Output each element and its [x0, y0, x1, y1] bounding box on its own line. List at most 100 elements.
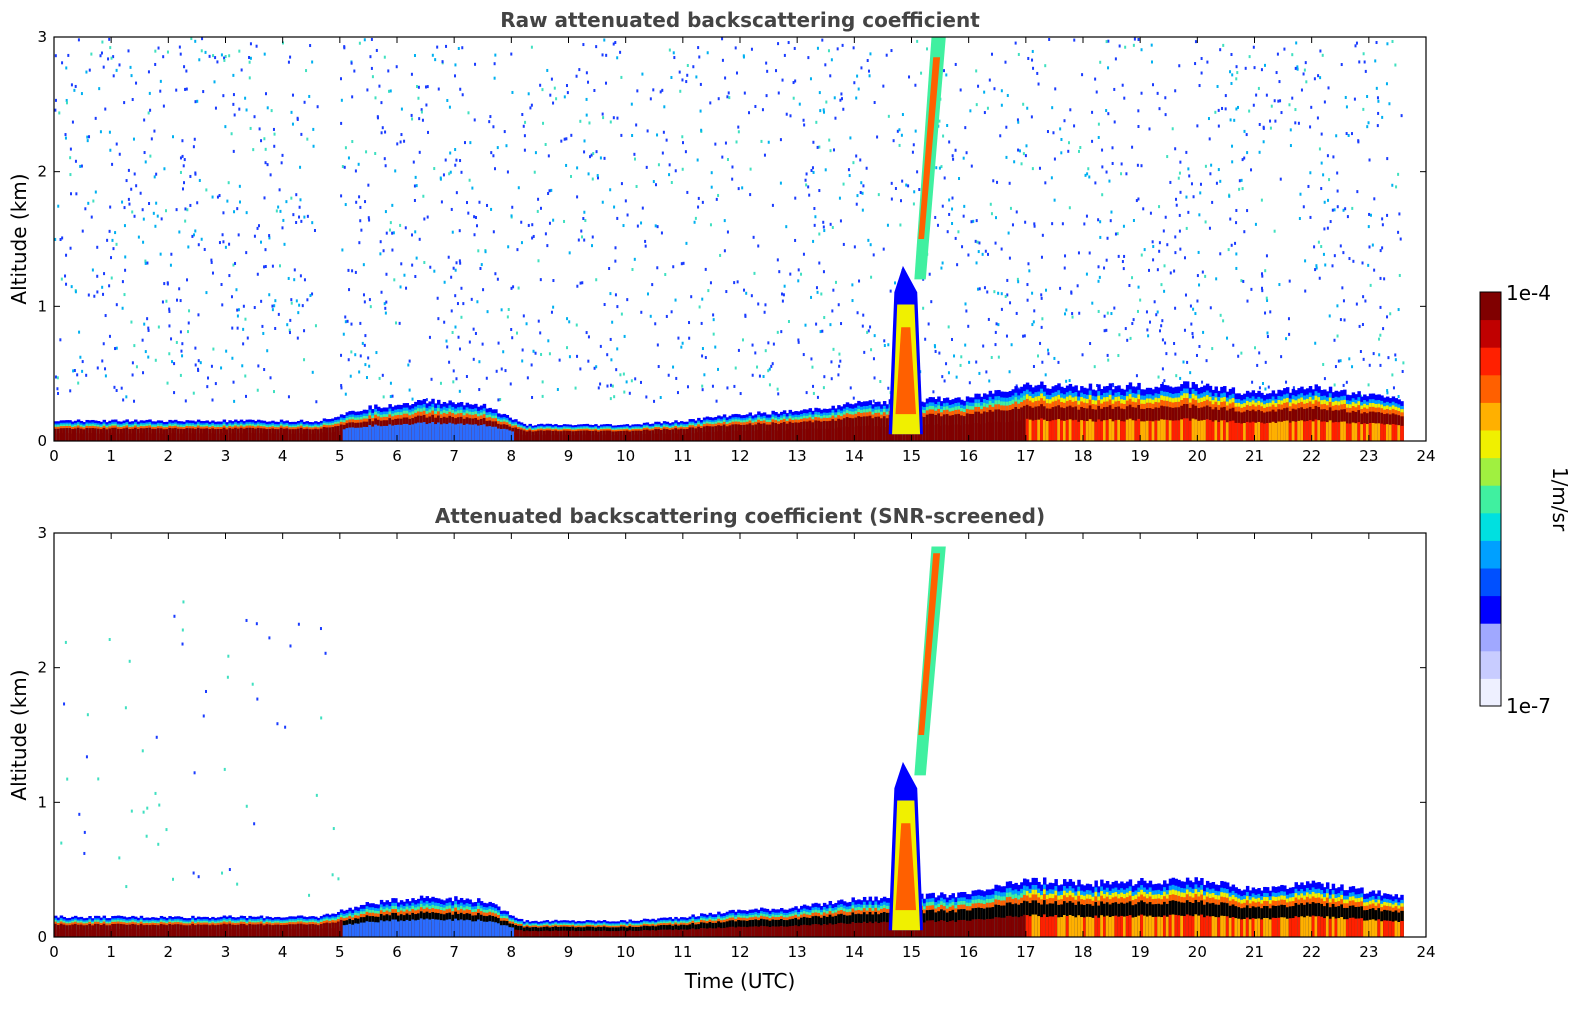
noise-speck — [1107, 66, 1110, 70]
bl-cell — [822, 428, 827, 441]
noise-speck — [182, 164, 185, 168]
bl-cell — [757, 429, 761, 441]
noise-speck — [1117, 354, 1120, 358]
noise-speck — [506, 315, 509, 319]
bl-cell — [1180, 419, 1184, 441]
noise-speck — [1024, 154, 1027, 158]
noise-speck — [1336, 205, 1339, 209]
noise-speck — [566, 346, 569, 350]
bl-cell — [1331, 422, 1336, 441]
noise-speck — [86, 139, 89, 143]
bl-cell — [1251, 421, 1256, 441]
noise-speck — [165, 299, 168, 303]
bl-cell — [1154, 420, 1158, 441]
noise-speck — [109, 46, 112, 50]
bl-cell — [814, 428, 818, 441]
noise-speck — [1164, 215, 1167, 219]
noise-speck — [515, 331, 518, 335]
bl-cell — [531, 435, 535, 441]
noise-speck — [1191, 331, 1194, 335]
bl-cell — [188, 433, 192, 441]
noise-speck — [492, 154, 495, 158]
noise-speck — [1016, 118, 1019, 122]
bl-cell — [1311, 421, 1316, 441]
noise-speck — [1169, 180, 1172, 184]
noise-speck — [468, 340, 471, 344]
noise-speck — [1241, 187, 1244, 191]
noise-speck — [1157, 375, 1160, 379]
noise-speck — [1367, 225, 1370, 229]
bl-cell — [1083, 420, 1087, 441]
noise-speck — [1346, 215, 1349, 219]
noise-speck — [420, 108, 423, 112]
noise-speck — [901, 179, 904, 183]
noise-speck — [433, 269, 436, 273]
noise-speck — [976, 287, 979, 291]
noise-speck — [948, 212, 951, 216]
noise-speck — [1118, 44, 1121, 48]
noise-speck — [776, 258, 779, 262]
noise-speck — [232, 263, 235, 267]
noise-speck — [885, 53, 888, 57]
noise-speck — [544, 142, 547, 146]
noise-speck — [80, 92, 83, 96]
noise-speck — [814, 215, 817, 219]
bl-cell — [162, 433, 167, 441]
noise-speck — [623, 334, 626, 338]
noise-speck — [905, 183, 908, 187]
noise-speck — [1288, 103, 1291, 107]
noise-speck — [682, 141, 685, 145]
noise-speck — [102, 342, 105, 346]
noise-speck — [1228, 194, 1231, 198]
noise-speck — [712, 318, 715, 322]
noise-speck — [500, 308, 503, 312]
bl-cell — [1040, 418, 1044, 441]
noise-speck — [1067, 149, 1070, 153]
bl-cell — [697, 432, 701, 441]
noise-speck — [269, 376, 272, 380]
noise-speck — [221, 303, 224, 307]
bl-cell — [554, 434, 558, 441]
bl-cell — [774, 429, 778, 441]
noise-speck — [889, 289, 892, 293]
noise-speck — [1187, 210, 1190, 214]
noise-speck — [724, 141, 727, 145]
noise-speck — [92, 199, 95, 203]
noise-speck — [168, 324, 171, 328]
noise-speck — [159, 252, 162, 256]
noise-speck — [370, 66, 373, 70]
noise-speck — [244, 317, 247, 321]
noise-speck — [383, 55, 386, 59]
bl-cell — [1203, 419, 1207, 441]
bl-cell — [760, 430, 764, 441]
noise-speck — [202, 90, 205, 94]
noise-speck — [363, 38, 366, 42]
noise-speck — [1179, 190, 1182, 194]
noise-speck — [194, 171, 197, 175]
noise-speck — [493, 76, 496, 80]
noise-speck — [802, 118, 805, 122]
noise-speck — [494, 167, 497, 171]
noise-speck — [368, 218, 371, 222]
noise-speck — [1260, 286, 1263, 290]
bl-cell — [1340, 421, 1344, 441]
noise-speck — [529, 106, 532, 110]
noise-speck — [816, 290, 819, 294]
noise-speck — [424, 85, 427, 89]
noise-speck — [391, 203, 394, 207]
noise-speck — [375, 351, 378, 355]
noise-speck — [522, 314, 525, 318]
noise-speck — [300, 132, 303, 136]
noise-speck — [1292, 386, 1295, 390]
noise-speck — [1071, 315, 1074, 319]
noise-speck — [566, 91, 569, 95]
noise-speck — [947, 325, 950, 329]
noise-speck — [752, 235, 755, 239]
noise-speck — [212, 54, 215, 58]
noise-speck — [1291, 53, 1294, 57]
noise-speck — [612, 42, 615, 46]
bl-cell — [368, 424, 372, 441]
noise-speck — [873, 376, 876, 380]
noise-speck — [1194, 62, 1197, 66]
noise-speck — [862, 184, 865, 188]
